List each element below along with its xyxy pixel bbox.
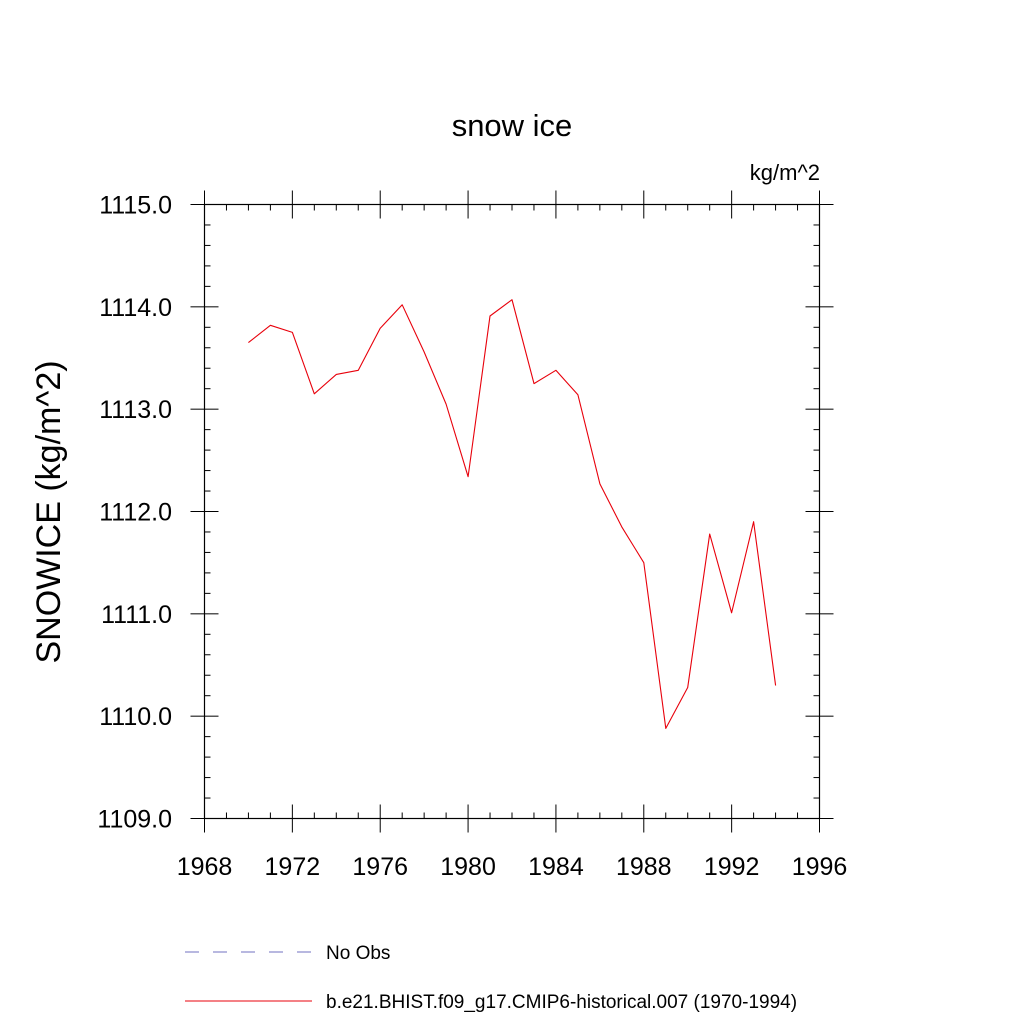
x-tick-label: 1968 (177, 853, 233, 881)
legend: No Obs b.e21.BHIST.f09_g17.CMIP6-histori… (185, 943, 797, 1013)
units-label: kg/m^2 (750, 160, 820, 185)
x-tick-label: 1992 (704, 853, 760, 881)
chart-title: snow ice (452, 108, 573, 143)
x-tick-label: 1996 (792, 853, 848, 881)
x-tick-label: 1972 (265, 853, 321, 881)
legend-label-no-obs: No Obs (326, 943, 390, 964)
legend-label-model: b.e21.BHIST.f09_g17.CMIP6-historical.007… (326, 992, 797, 1013)
series-line (248, 299, 777, 729)
x-tick-label: 1976 (352, 853, 408, 881)
x-tick-label: 1980 (440, 853, 496, 881)
y-tick-label: 1115.0 (99, 192, 172, 220)
y-tick-label: 1113.0 (99, 396, 172, 424)
series-group (248, 299, 777, 729)
x-tick-labels: 1968 1972 1976 1980 1984 1988 1992 1996 (177, 853, 848, 881)
y-tick-label: 1110.0 (99, 703, 172, 731)
y-tick-label: 1112.0 (99, 499, 172, 527)
axis-ticks (190, 190, 834, 833)
y-tick-label: 1111.0 (101, 601, 172, 629)
y-axis-label: SNOWICE (kg/m^2) (30, 360, 68, 663)
y-tick-labels: 1109.0 1110.0 1111.0 1112.0 1113.0 1114.0 1115… (97, 192, 172, 834)
x-tick-label: 1984 (528, 853, 584, 881)
plot-frame (203, 203, 821, 820)
y-tick-label: 1109.0 (97, 806, 172, 834)
x-tick-label: 1988 (616, 853, 672, 881)
y-tick-label: 1114.0 (99, 294, 172, 322)
